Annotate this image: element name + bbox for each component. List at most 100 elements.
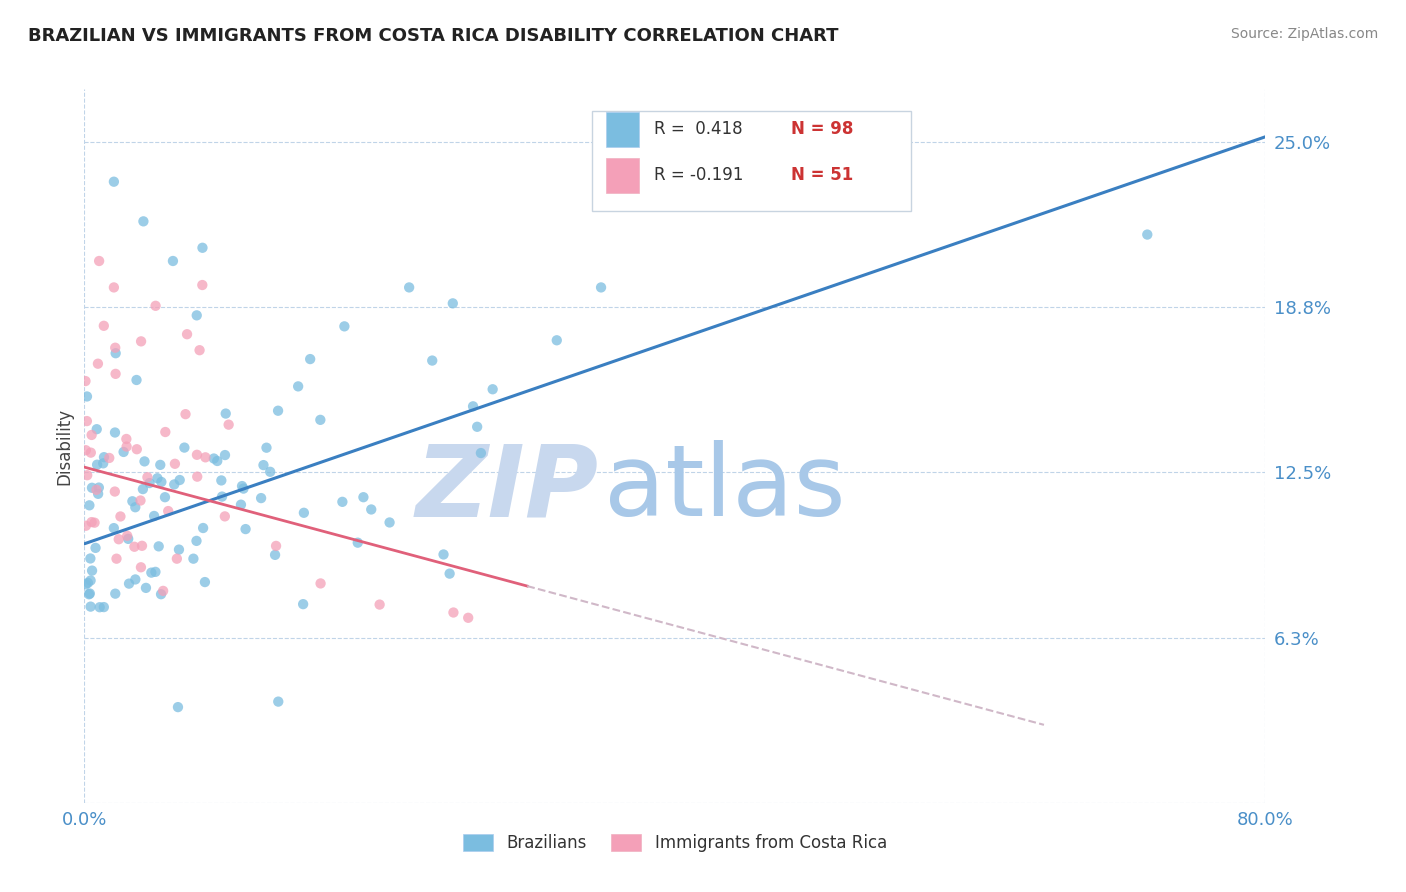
Point	[153, 490, 176, 504]
Point	[169, 473, 191, 487]
Point	[167, 542, 190, 557]
Point	[134, 454, 156, 468]
Point	[432, 548, 454, 562]
Point	[124, 500, 146, 515]
Point	[152, 583, 174, 598]
Point	[378, 516, 401, 530]
Point	[194, 575, 217, 590]
Point	[299, 352, 322, 367]
Point	[591, 280, 613, 294]
Point	[79, 599, 101, 614]
Point	[252, 458, 274, 472]
Point	[232, 482, 254, 496]
Point	[75, 518, 97, 533]
Point	[259, 465, 281, 479]
Point	[76, 468, 98, 483]
Point	[214, 448, 236, 462]
Point	[86, 483, 108, 497]
Point	[264, 539, 287, 553]
Point	[352, 490, 374, 504]
Point	[86, 458, 108, 472]
Text: ZIP: ZIP	[415, 441, 598, 537]
Point	[117, 532, 139, 546]
Point	[129, 560, 152, 574]
Point	[115, 529, 138, 543]
Point	[103, 521, 125, 535]
Point	[250, 491, 273, 505]
Point	[104, 341, 127, 355]
Point	[75, 577, 97, 591]
Point	[186, 469, 208, 483]
Point	[129, 334, 152, 349]
Point	[104, 367, 127, 381]
Point	[163, 457, 186, 471]
Y-axis label: Disability: Disability	[55, 408, 73, 484]
Point	[112, 445, 135, 459]
Point	[368, 598, 391, 612]
Point	[86, 422, 108, 436]
Point	[267, 403, 290, 417]
Point	[115, 440, 138, 454]
Point	[209, 474, 232, 488]
Point	[231, 479, 253, 493]
Point	[91, 456, 114, 470]
Point	[125, 442, 148, 457]
Point	[465, 419, 488, 434]
Text: N = 51: N = 51	[790, 167, 853, 185]
Point	[287, 379, 309, 393]
Point	[104, 587, 127, 601]
Point	[79, 551, 101, 566]
Point	[77, 587, 100, 601]
Point	[461, 400, 484, 414]
Point	[75, 374, 97, 388]
Point	[207, 454, 229, 468]
Point	[79, 498, 101, 512]
Text: atlas: atlas	[605, 441, 845, 537]
Point	[87, 254, 111, 268]
Point	[215, 407, 238, 421]
Point	[333, 319, 356, 334]
Point	[163, 477, 186, 491]
Point	[292, 506, 315, 520]
Point	[136, 470, 159, 484]
Point	[188, 343, 211, 358]
Point	[420, 353, 443, 368]
Point	[443, 606, 465, 620]
Text: N = 98: N = 98	[790, 120, 853, 138]
Point	[332, 495, 354, 509]
Point	[89, 600, 111, 615]
Point	[84, 541, 107, 555]
Point	[191, 241, 214, 255]
Point	[194, 450, 217, 465]
Point	[202, 451, 225, 466]
Point	[146, 471, 169, 485]
Point	[132, 482, 155, 496]
Point	[104, 484, 127, 499]
Point	[360, 502, 382, 516]
Point	[309, 413, 332, 427]
Point	[141, 566, 163, 580]
Point	[124, 573, 146, 587]
Point	[439, 566, 461, 581]
Point	[191, 278, 214, 293]
Point	[267, 695, 290, 709]
Point	[166, 551, 188, 566]
Point	[131, 539, 153, 553]
Point	[149, 458, 172, 472]
Point	[103, 280, 125, 294]
Point	[76, 389, 98, 403]
Point	[93, 318, 115, 333]
FancyBboxPatch shape	[592, 111, 911, 211]
Point	[135, 581, 157, 595]
Point	[470, 446, 492, 460]
Point	[80, 564, 103, 578]
Point	[218, 417, 240, 432]
Text: R = -0.191: R = -0.191	[654, 167, 742, 185]
Point	[148, 540, 170, 554]
Point	[186, 448, 208, 462]
Point	[115, 432, 138, 446]
Point	[346, 535, 368, 549]
Point	[87, 487, 110, 501]
Point	[157, 504, 180, 518]
Point	[118, 576, 141, 591]
